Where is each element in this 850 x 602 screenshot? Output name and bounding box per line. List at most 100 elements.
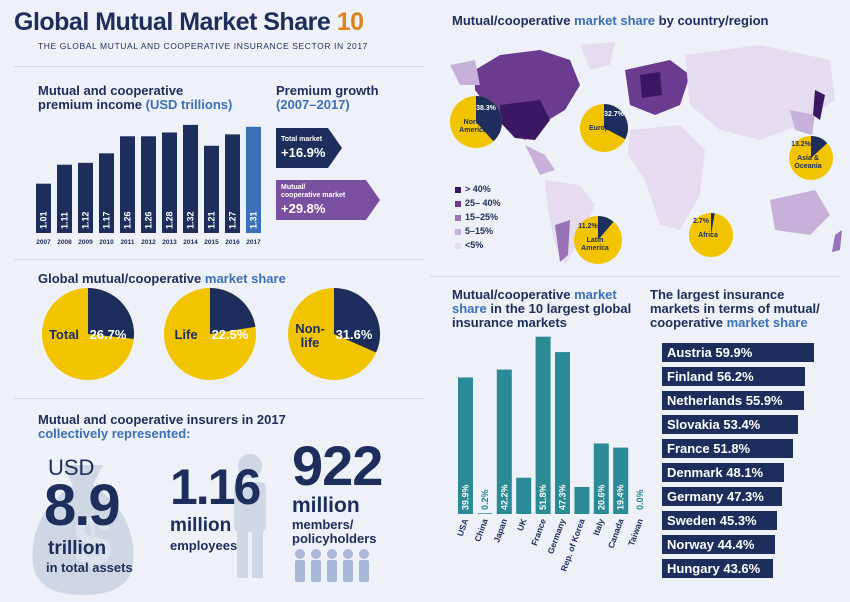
premium-bar xyxy=(246,126,261,233)
top10-heading: Mutual/cooperative market share in the 1… xyxy=(452,288,631,330)
legend-label: 25– 40% xyxy=(465,198,501,208)
legend-swatch xyxy=(455,200,461,207)
market-country-label: France xyxy=(529,517,548,547)
premium-heading-text: premium income xyxy=(38,97,143,112)
premium-bar-label: 1.26 xyxy=(123,211,133,229)
market-country-label: Japan xyxy=(491,517,509,544)
pie-category-label: Total xyxy=(49,327,79,342)
largest-market-bar: Austria 59.9% xyxy=(662,343,814,362)
largest-heading-line1: The largest insurance xyxy=(650,287,785,302)
largest-market-bar: Finland 56.2% xyxy=(662,367,805,386)
largest-market-value: 51.8% xyxy=(713,441,751,456)
largest-market-bar: Netherlands 55.9% xyxy=(662,391,804,410)
money-bag-icon: $ xyxy=(32,465,134,595)
premium-bar-label: 1.27 xyxy=(228,211,238,229)
largest-market-country: Norway xyxy=(667,537,718,552)
premium-year-label: 2017 xyxy=(246,239,261,246)
market-value-label: 19.4% xyxy=(616,484,626,510)
legend-swatch xyxy=(455,214,461,221)
page-subtitle: THE GLOBAL MUTUAL AND COOPERATIVE INSURA… xyxy=(38,41,369,51)
premium-year-label: 2016 xyxy=(225,239,240,246)
largest-market-country: Germany xyxy=(667,489,727,504)
market-bar xyxy=(593,443,609,514)
premium-bar xyxy=(36,183,51,233)
premium-bar xyxy=(204,145,219,233)
top10-heading-3: share xyxy=(452,301,487,316)
pie-category-label: Non- xyxy=(295,321,325,336)
region-name-label: North xyxy=(464,119,483,126)
global-share-pie-slice xyxy=(334,288,380,353)
largest-heading-line3: cooperative market share xyxy=(650,316,820,330)
top10-chart: 39.9% USA 0.2% China 42.2% Japan 10.6% UK 51.8% F… xyxy=(455,336,645,573)
market-value-label: 20.6% xyxy=(596,484,606,510)
region-pie-slice xyxy=(811,136,828,158)
page-title: Global Mutual Market Share 10 xyxy=(14,8,364,37)
total-market-arrow xyxy=(276,128,342,168)
legend-item: > 40% xyxy=(455,184,491,194)
largest-market-bar: Hungary 43.6% xyxy=(662,559,773,578)
members-value: 922 xyxy=(292,434,383,497)
largest-market-country: Sweden xyxy=(667,513,720,528)
section-divider xyxy=(430,276,840,277)
svg-text:$: $ xyxy=(73,502,112,580)
premium-bar xyxy=(162,132,177,233)
premium-growth-period: (2007–2017) xyxy=(276,97,350,112)
premium-heading-unit: (USD trillions) xyxy=(145,97,233,112)
region-name-label: Asia & xyxy=(797,155,819,162)
premium-year-label: 2011 xyxy=(120,239,134,246)
legend-swatch xyxy=(455,186,461,193)
insurers-heading-line2: collectively represented: xyxy=(38,426,191,441)
region-value-label: 2.7% xyxy=(693,218,710,225)
region-pie-slice xyxy=(604,104,628,140)
pie-value-label: 31.6% xyxy=(336,327,373,342)
market-bar xyxy=(477,513,493,514)
largest-market-value: 56.2% xyxy=(716,369,754,384)
largest-market-value: 43.6% xyxy=(723,561,761,576)
assets-unit: trillion xyxy=(48,538,107,559)
assets-note: in total assets xyxy=(46,560,133,575)
global-share-pie-slice xyxy=(88,288,135,339)
top10-heading-line2: share in the 10 largest global xyxy=(452,302,631,316)
people-group-icon xyxy=(295,549,369,582)
market-value-label: 39.9% xyxy=(461,484,471,510)
premium-bar xyxy=(78,162,93,233)
premium-bar-label: 1.17 xyxy=(102,211,112,229)
section-divider xyxy=(14,259,424,260)
region-name-label: America xyxy=(581,245,609,252)
total-market-box: Total market +16.9% xyxy=(281,136,325,160)
market-bar xyxy=(458,377,473,514)
premium-bar-label: 1.32 xyxy=(186,211,196,229)
largest-market-country: Slovakia xyxy=(667,417,724,432)
region-name-label: Europe xyxy=(589,125,613,132)
legend-label: 15–25% xyxy=(465,212,499,222)
market-country-label: Taiwan xyxy=(626,517,645,547)
title-main: Global Mutual Market Share xyxy=(14,8,331,36)
map-heading-2: market share xyxy=(574,13,656,28)
top10-heading-5: insurance markets xyxy=(452,315,567,330)
market-bar xyxy=(613,447,629,514)
premium-growth-title: Premium growth xyxy=(276,83,379,98)
premium-bar-label: 1.21 xyxy=(207,211,217,229)
legend-label: <5% xyxy=(465,240,484,250)
market-country-label: UK xyxy=(515,516,529,532)
largest-heading-3b: market share xyxy=(726,315,808,330)
employees-note: employees xyxy=(170,538,238,553)
largest-market-country: Finland xyxy=(667,369,717,384)
market-value-label: 0.2% xyxy=(480,489,490,510)
premium-year-label: 2015 xyxy=(204,239,219,246)
premium-year-label: 2009 xyxy=(78,239,93,246)
section-divider xyxy=(14,66,424,67)
mutual-market-label-2: cooperative market xyxy=(281,192,346,199)
legend-item: 5–15% xyxy=(455,226,493,236)
region-name-label: Africa xyxy=(698,232,718,239)
pie-value-label: 26.7% xyxy=(90,327,127,342)
market-value-label: 51.8% xyxy=(538,484,548,510)
legend-item: <5% xyxy=(455,240,483,250)
market-country-label: Italy xyxy=(591,517,606,537)
pie-category-label: life xyxy=(301,335,320,350)
premium-bar-label: 1.01 xyxy=(39,211,49,229)
market-bar xyxy=(516,477,532,514)
region-pie-slice xyxy=(598,216,614,240)
largest-market-value: 53.4% xyxy=(723,417,761,432)
